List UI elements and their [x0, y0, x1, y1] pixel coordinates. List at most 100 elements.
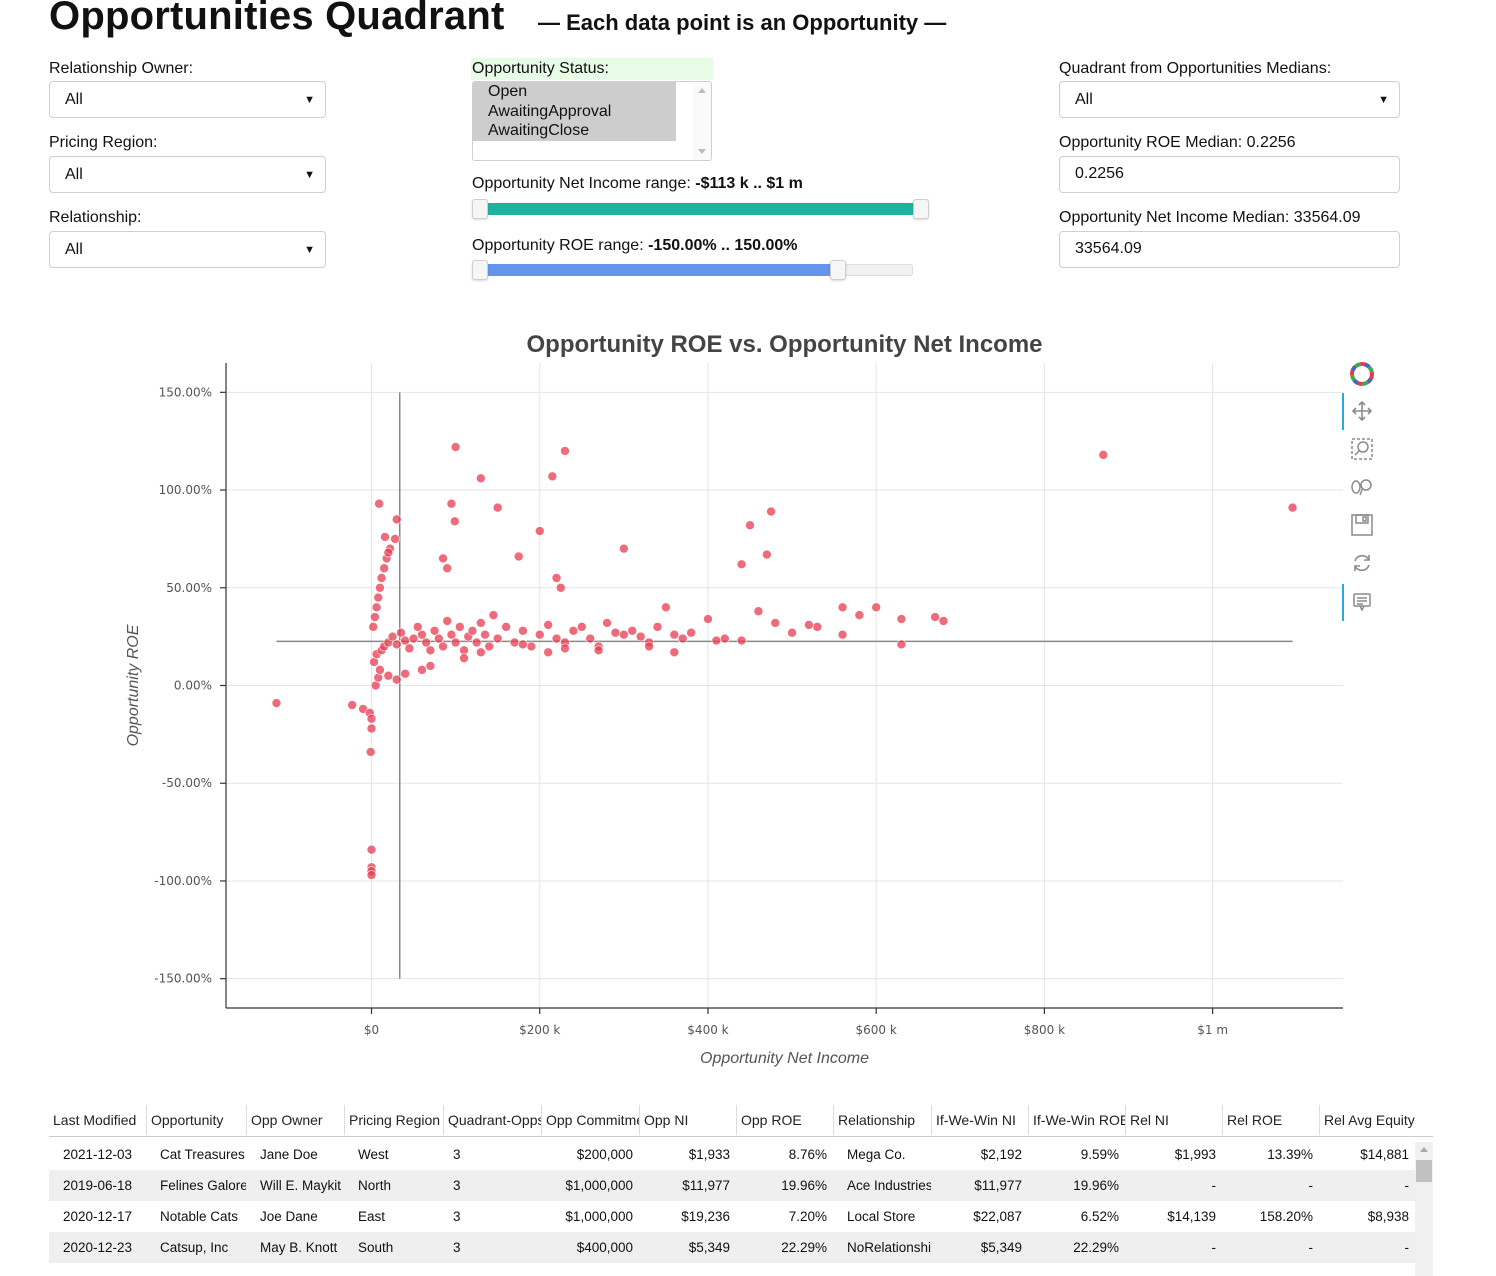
data-point: [383, 547, 394, 558]
data-point: [375, 665, 385, 675]
column-header[interactable]: Opp NI: [639, 1105, 736, 1135]
hover-icon[interactable]: [1349, 589, 1375, 615]
data-point: [442, 563, 453, 574]
net-income-range-min-handle[interactable]: [472, 199, 488, 219]
table-cell: 2020-12-17: [63, 1209, 133, 1224]
data-point: [417, 629, 427, 640]
pricing-region-select[interactable]: All ▼: [49, 156, 326, 193]
status-option-awaiting-approval[interactable]: AwaitingApproval: [473, 101, 676, 121]
data-point: [551, 633, 562, 644]
table-row[interactable]: 2019-06-18 Felines Galore Will E. Maykit No…: [49, 1170, 1415, 1201]
table-cell: 22.29%: [1073, 1240, 1119, 1255]
table-scrollbar[interactable]: [1415, 1142, 1433, 1276]
page-subtitle: — Each data point is an Opportunity —: [538, 10, 947, 35]
data-point: [371, 602, 382, 613]
table-cell: 2021-12-03: [63, 1147, 133, 1162]
reset-icon[interactable]: [1349, 550, 1375, 576]
table-row[interactable]: 2020-12-23 Catsup, Inc May B. Knott South 3 $…: [49, 1232, 1415, 1263]
table-cell: 6.52%: [1080, 1209, 1119, 1224]
data-point: [753, 606, 764, 617]
table-row[interactable]: 2020-12-17 Notable Cats Joe Dane East 3 $1,00…: [49, 1201, 1415, 1232]
roe-range-max-handle[interactable]: [830, 260, 847, 280]
roe-median-input[interactable]: 0.2256: [1059, 156, 1400, 193]
status-option-awaiting-close[interactable]: AwaitingClose: [473, 121, 676, 141]
column-header[interactable]: Pricing Region: [344, 1105, 443, 1135]
data-point: [450, 637, 461, 648]
data-point: [837, 602, 848, 613]
relationship-owner-select[interactable]: All ▼: [49, 81, 326, 118]
table-cell: West: [358, 1147, 389, 1162]
table-cell: $200,000: [576, 1147, 633, 1162]
data-point: [543, 647, 553, 658]
table-cell: 19.96%: [1073, 1178, 1119, 1193]
box-zoom-icon[interactable]: [1349, 436, 1375, 462]
table-cell: $1,000,000: [565, 1209, 633, 1224]
roe-range-min-handle[interactable]: [472, 260, 488, 280]
data-point: [417, 665, 427, 675]
x-tick-label: $600 k: [856, 1023, 897, 1037]
column-header[interactable]: If-We-Win ROE: [1028, 1105, 1125, 1135]
table-cell: -: [1211, 1178, 1217, 1193]
data-point: [543, 620, 553, 630]
data-point: [446, 629, 457, 640]
net-income-range-slider[interactable]: [472, 203, 922, 215]
column-header[interactable]: Rel Avg Equity: [1319, 1105, 1415, 1135]
table-cell: Notable Cats: [160, 1209, 239, 1224]
column-header[interactable]: Quadrant-Opps: [443, 1105, 541, 1135]
data-point: [442, 616, 453, 626]
data-point: [930, 612, 940, 622]
roe-range-value: -150.00% .. 150.00%: [648, 237, 798, 254]
column-header[interactable]: Relationship: [833, 1105, 931, 1135]
data-point: [686, 627, 696, 638]
column-header[interactable]: Opp Commitment: [541, 1105, 639, 1135]
roe-range-slider[interactable]: [472, 264, 913, 276]
status-option-open[interactable]: Open: [473, 82, 676, 102]
table-cell: 7.20%: [788, 1209, 827, 1224]
data-point: [509, 637, 520, 648]
y-tick-label: 50.00%: [166, 581, 212, 595]
ni-median-input[interactable]: 33564.09: [1059, 231, 1400, 268]
data-point: [560, 446, 570, 456]
column-header[interactable]: Last Modified: [53, 1112, 137, 1128]
table-row[interactable]: 2021-12-03 Cat Treasures Jane Doe West 3 $200…: [49, 1139, 1415, 1170]
scrollbar-thumb[interactable]: [1416, 1160, 1432, 1182]
table-cell: 3: [453, 1209, 461, 1224]
table-cell: Ace Industries: [847, 1178, 931, 1193]
opportunity-status-listbox[interactable]: Open AwaitingApproval AwaitingClose: [472, 81, 712, 161]
data-point: [467, 625, 478, 636]
chevron-down-icon: ▼: [304, 244, 315, 256]
column-header[interactable]: If-We-Win NI: [931, 1105, 1028, 1135]
data-point: [476, 647, 486, 658]
bokeh-logo-icon[interactable]: [1349, 361, 1375, 387]
data-point: [449, 516, 460, 527]
y-tick-label: 0.00%: [174, 679, 212, 693]
net-income-range-max-handle[interactable]: [913, 199, 929, 219]
wheel-zoom-icon[interactable]: [1349, 474, 1375, 500]
column-header[interactable]: Opportunity: [146, 1105, 246, 1135]
table-cell: 3: [453, 1178, 461, 1193]
y-tick-label: -50.00%: [162, 776, 212, 790]
table-cell: 3: [453, 1147, 461, 1162]
table-cell: 2020-12-23: [63, 1240, 133, 1255]
save-icon[interactable]: [1349, 512, 1375, 538]
data-point: [677, 633, 688, 644]
data-point: [745, 520, 755, 531]
data-point: [736, 559, 747, 570]
y-tick-label: 150.00%: [159, 385, 212, 399]
data-point: [534, 629, 545, 640]
quadrant-select[interactable]: All ▼: [1059, 81, 1400, 118]
table-cell: 22.29%: [781, 1240, 827, 1255]
relationship-select[interactable]: All ▼: [49, 231, 326, 268]
column-header[interactable]: Rel NI: [1125, 1105, 1222, 1135]
scatter-chart[interactable]: Opportunity ROE vs. Opportunity Net Inco…: [0, 320, 1496, 1080]
x-axis-title: Opportunity Net Income: [700, 1050, 869, 1067]
toolbar-active-marker: [1342, 584, 1344, 621]
data-point: [719, 633, 730, 644]
table-cell: $5,349: [980, 1240, 1022, 1255]
data-point: [438, 641, 448, 652]
column-header[interactable]: Rel ROE: [1222, 1105, 1319, 1135]
pan-icon[interactable]: [1349, 398, 1375, 424]
column-header[interactable]: Opp Owner: [246, 1105, 344, 1135]
column-header[interactable]: Opp ROE: [736, 1105, 833, 1135]
listbox-scrollbar[interactable]: [693, 82, 711, 160]
